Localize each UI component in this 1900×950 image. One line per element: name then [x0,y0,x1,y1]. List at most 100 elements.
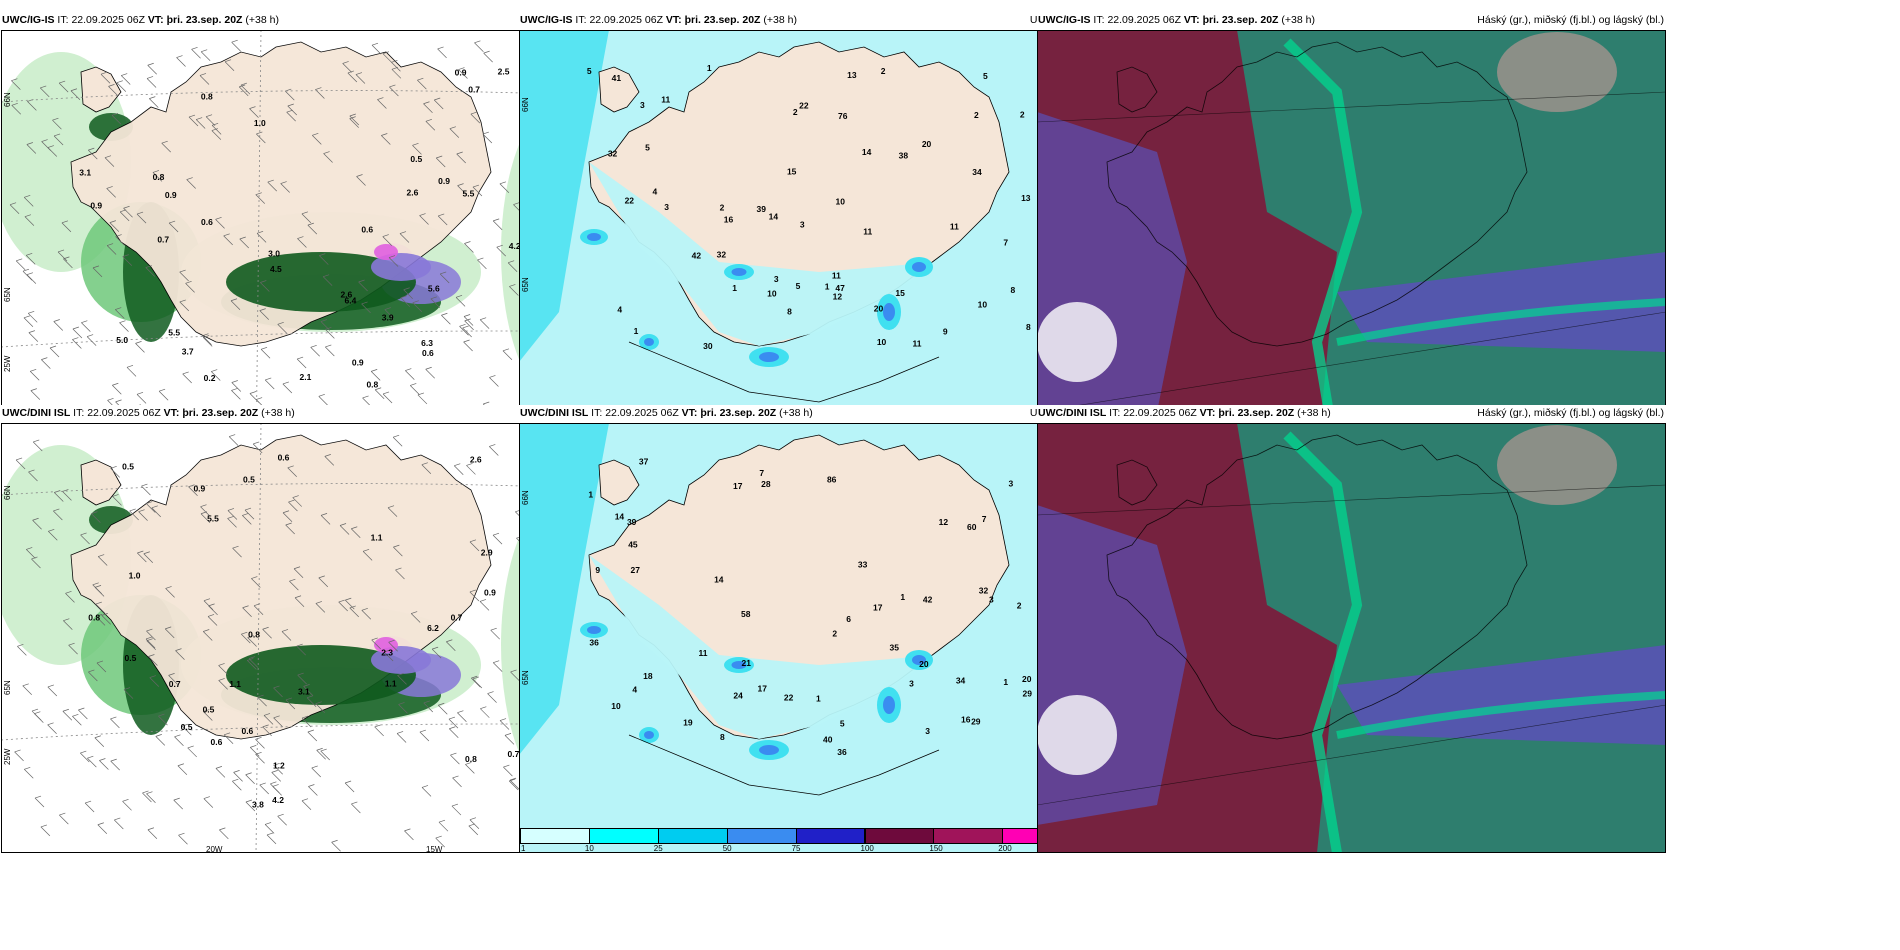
value-label: 29 [1023,688,1033,698]
value-label: 9 [595,565,600,575]
value-label: 0.8 [248,629,260,639]
header-model: UWC/DINI ISL [520,407,589,419]
value-label: 36 [589,638,599,648]
value-label: 11 [913,338,922,348]
value-label: 11 [950,222,959,232]
value-label: 0.8 [465,754,477,764]
value-label: 3 [989,595,994,605]
value-label: 19 [683,717,693,727]
value-label: 5 [796,281,801,291]
header-vt-label: VT: [147,14,164,26]
panel-header: UWC/DINI ISL IT: 22.09.2025 06Z VT: þri.… [1038,407,1664,423]
header-it: 22.09.2025 06Z [1107,14,1181,26]
value-label: 3 [909,679,914,689]
value-label: 0.9 [352,357,364,367]
value-label: 0.9 [455,68,467,78]
value-label: 2.3 [381,648,393,658]
value-label: 2 [832,629,837,639]
value-label: 2 [1020,110,1025,120]
header-it: 22.09.2025 06Z [605,407,679,419]
value-label: 0.5 [243,474,255,484]
value-label: 1 [816,694,821,704]
value-label: 16 [724,215,734,225]
value-label: 2 [881,66,886,76]
value-label: 13 [847,70,857,80]
value-label: 1 [707,63,712,73]
header-vt-label: VT: [665,14,682,26]
value-label: 47 [835,283,845,293]
header-vt: þri. 23.sep. 20Z [1202,14,1279,26]
value-label: 4.2 [509,241,521,251]
value-label: 14 [862,147,872,157]
colorbar-label: 1 [521,844,526,853]
value-label: 2.5 [498,67,510,77]
value-label: 5.5 [462,189,474,199]
value-label: 20 [919,659,929,669]
value-label: 0.5 [124,653,136,663]
value-label: 0.8 [366,380,378,390]
value-label: 0.8 [201,91,213,101]
value-label: 0.7 [451,612,463,622]
value-label: 1.1 [385,679,397,689]
value-label: 28 [761,479,771,489]
value-label: 11 [699,648,708,658]
value-label: 20 [922,139,932,149]
header-vt: þri. 23.sep. 20Z [1218,407,1295,419]
value-label: 9 [943,327,948,337]
value-label: 0.6 [241,726,253,736]
value-label: 0.6 [361,225,373,235]
header-model: UWC/IG-IS [520,14,573,26]
grid-label: 20W [206,845,223,853]
value-label: 14 [769,212,779,222]
value-label: 12 [939,517,949,527]
value-label: 4 [652,187,657,197]
value-label: 1.1 [371,532,383,542]
colorbar-label: 150 [929,844,943,853]
value-label: 12 [833,292,843,302]
value-label: 34 [956,676,966,686]
header-lead: (+38 h) [1281,14,1315,26]
colorbar-label: 10 [584,844,594,853]
value-label: 24 [733,690,743,700]
value-label: 17 [873,603,883,613]
value-label: 5 [840,718,845,728]
value-label: 1 [634,326,639,336]
cloud-map [1037,423,1666,853]
colorbar-label: 25 [653,844,663,853]
value-label: 10 [877,337,887,347]
value-label: 1.2 [273,761,285,771]
map-panel-f: UWC/DINI ISL IT: 22.09.2025 06Z VT: þri.… [1037,405,1666,853]
value-label: 58 [741,609,751,619]
value-label: 3 [774,274,779,284]
value-label: 5 [645,143,650,153]
header-vt-label: VT: [1183,14,1200,26]
value-label: 39 [756,204,766,214]
header-it: 22.09.2025 06Z [589,14,663,26]
value-label: 6.2 [427,623,439,633]
value-label: 1.1 [229,679,241,689]
colorbar-label: 100 [860,844,874,853]
header-lead: (+38 h) [1297,407,1331,419]
value-label: 5.6 [428,283,440,293]
value-label: 0.8 [153,172,165,182]
value-label: 3.1 [79,168,91,178]
value-label: 0.6 [278,453,290,463]
value-label: 0.6 [211,737,223,747]
value-label: 11 [863,226,872,236]
value-label: 3 [925,726,930,736]
value-label: 2.9 [481,547,493,557]
header-model: UWC/DINI ISL [1038,407,1107,419]
value-label: 10 [836,197,846,207]
value-label: 0.9 [90,201,102,211]
value-label: 3.7 [182,346,194,356]
value-label: 5 [587,66,592,76]
header-vt: þri. 23.sep. 20Z [700,407,777,419]
header-vt: þri. 23.sep. 20Z [684,14,761,26]
value-label: 8 [1011,285,1016,295]
value-label: 60 [967,522,977,532]
value-label: 0.5 [122,461,134,471]
header-it-label: IT: [575,14,587,26]
value-label: 27 [631,565,641,575]
header-right-title: Háský (gr.), miðský (fj.bl.) og lágský (… [1477,407,1664,419]
value-label: 11 [832,270,841,280]
